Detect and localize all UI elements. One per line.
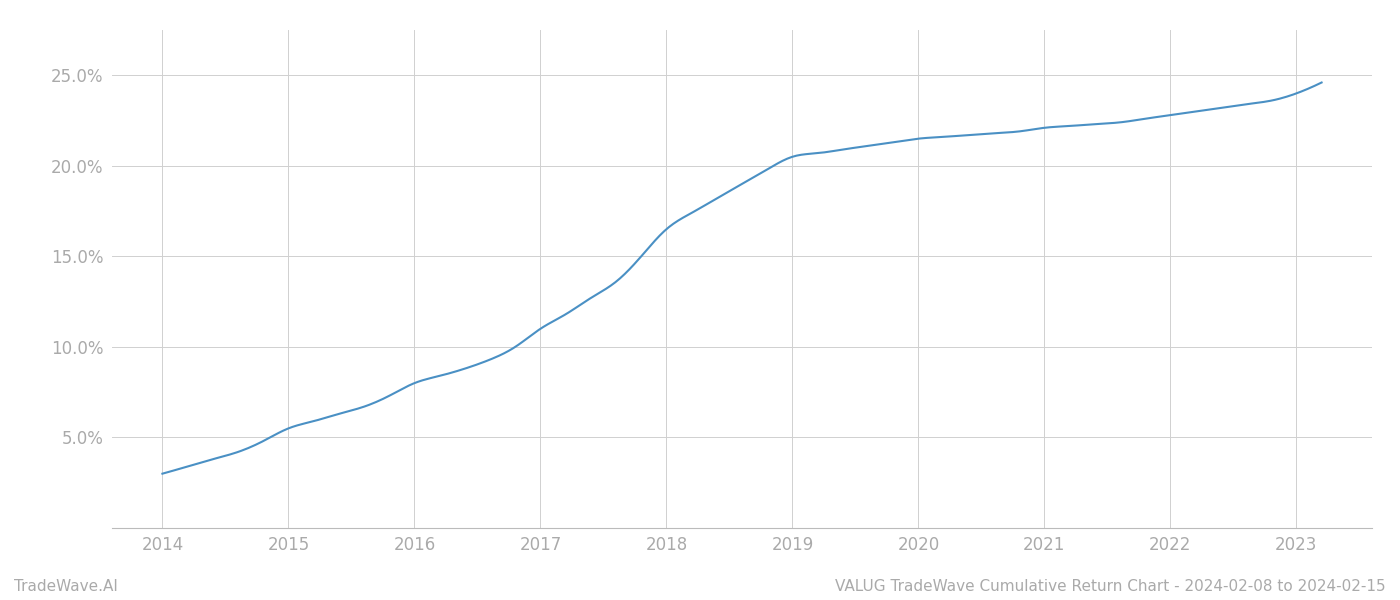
Text: VALUG TradeWave Cumulative Return Chart - 2024-02-08 to 2024-02-15: VALUG TradeWave Cumulative Return Chart …	[836, 579, 1386, 594]
Text: TradeWave.AI: TradeWave.AI	[14, 579, 118, 594]
